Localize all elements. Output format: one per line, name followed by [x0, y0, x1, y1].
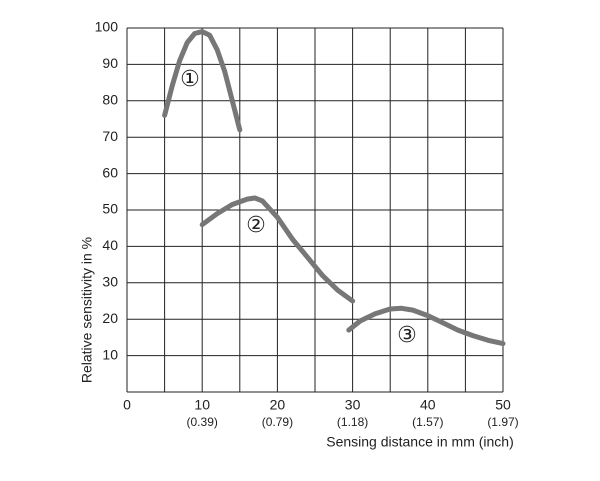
y-axis-title: Relative sensitivity in %: [79, 237, 95, 383]
x-tick-label: 30: [345, 397, 361, 413]
y-tick-label: 50: [102, 201, 118, 217]
data-line: [199, 195, 356, 304]
y-tick-label: 60: [102, 164, 118, 180]
y-tick-label: 10: [102, 346, 118, 362]
x-tick-label: 50: [495, 397, 511, 413]
data-line: [346, 305, 506, 347]
data-line: [162, 29, 243, 133]
series-label: ②: [246, 213, 266, 238]
y-tick-label: 40: [102, 237, 118, 253]
y-tick-label: 30: [102, 274, 118, 290]
x-tick-label: 40: [420, 397, 436, 413]
x-axis-title: Sensing distance in mm (inch): [326, 434, 514, 450]
y-tick-label: 100: [95, 19, 119, 35]
series-label: ③: [397, 323, 417, 348]
x-tick-inch-label: (0.79): [262, 415, 293, 429]
y-tick-label: 20: [102, 310, 118, 326]
x-tick-label: 20: [270, 397, 286, 413]
x-tick-inch-label: (0.39): [187, 415, 218, 429]
x-tick-label: 10: [194, 397, 210, 413]
x-tick-label: 0: [123, 397, 131, 413]
x-tick-inch-label: (1.18): [337, 415, 368, 429]
x-tick-inch-label: (1.57): [412, 415, 443, 429]
y-tick-label: 80: [102, 92, 118, 108]
y-tick-label: 90: [102, 55, 118, 71]
x-tick-inch-label: (1.97): [487, 415, 518, 429]
y-tick-label: 70: [102, 128, 118, 144]
series-label: ①: [180, 67, 200, 92]
